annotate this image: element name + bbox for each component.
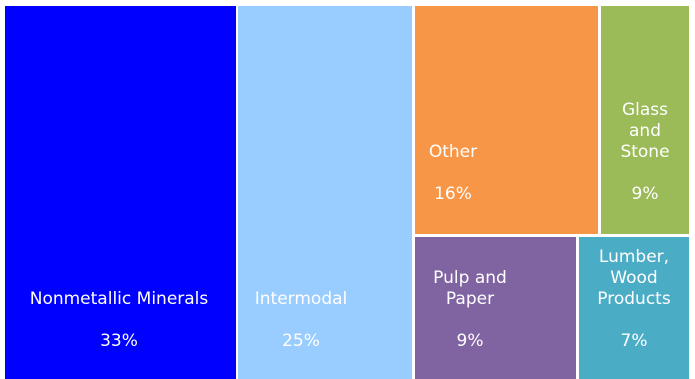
tile-glass-and-stone: Glass and Stone 9% [601, 6, 689, 234]
tile-label-pulp-and-paper: Pulp and Paper [433, 268, 507, 309]
tile-label-nonmetallic-minerals: Nonmetallic Minerals [29, 289, 209, 309]
tile-label-other: Other [428, 142, 478, 162]
tile-label-lumber-wood-products: Lumber, Wood Products [597, 247, 671, 309]
tile-lumber-wood-products: Lumber, Wood Products 7% [579, 237, 689, 379]
tile-value-other: 16% [434, 184, 472, 204]
tile-label-intermodal: Intermodal [254, 289, 348, 309]
tile-pulp-and-paper: Pulp and Paper 9% [415, 237, 576, 379]
tile-value-lumber-wood-products: 7% [620, 331, 648, 351]
tile-other: Other 16% [415, 6, 598, 234]
tile-value-pulp-and-paper: 9% [456, 331, 484, 351]
tile-label-glass-and-stone: Glass and Stone [620, 100, 670, 162]
tile-value-glass-and-stone: 9% [631, 184, 659, 204]
tile-value-nonmetallic-minerals: 33% [100, 331, 138, 351]
tile-value-intermodal: 25% [282, 331, 320, 351]
tile-nonmetallic-minerals: Nonmetallic Minerals 33% [5, 6, 236, 379]
tile-intermodal: Intermodal 25% [238, 6, 412, 379]
